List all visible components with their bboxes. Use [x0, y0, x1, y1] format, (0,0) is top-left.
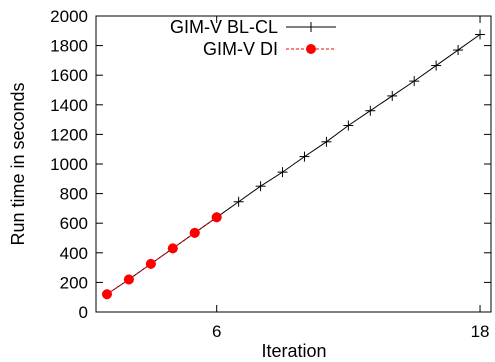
data-point-plus — [431, 60, 442, 71]
data-point-plus — [365, 105, 376, 116]
data-point-circle — [211, 212, 222, 223]
series-layer — [101, 29, 486, 300]
y-axis-label: Run time in seconds — [8, 82, 28, 245]
legend-label: GIM-V BL-CL — [170, 17, 278, 37]
data-point-plus — [306, 22, 316, 32]
x-axis-label: Iteration — [261, 341, 326, 361]
data-point-plus — [387, 90, 398, 101]
data-point-circle — [306, 44, 316, 54]
data-point-circle — [101, 289, 112, 300]
x-tick-label: 6 — [212, 322, 221, 341]
y-tick-label: 1000 — [50, 155, 88, 174]
data-point-plus — [255, 181, 266, 192]
data-point-plus — [409, 76, 420, 87]
data-point-circle — [167, 243, 178, 254]
y-tick-label: 0 — [79, 303, 88, 322]
data-point-circle — [145, 258, 156, 269]
y-tick-label: 2000 — [50, 7, 88, 26]
y-tick-label: 600 — [60, 214, 88, 233]
data-point-circle — [123, 274, 134, 285]
data-point-circle — [189, 227, 200, 238]
series-line — [106, 34, 481, 295]
y-tick-label: 1400 — [50, 96, 88, 115]
data-point-plus — [233, 196, 244, 207]
x-axis-ticks: 6 18 — [212, 16, 490, 341]
y-tick-label: 400 — [60, 244, 88, 263]
x-tick-label: 18 — [471, 322, 490, 341]
data-point-plus — [299, 151, 310, 162]
y-tick-label: 800 — [60, 185, 88, 204]
y-tick-label: 1600 — [50, 66, 88, 85]
data-point-plus — [453, 45, 464, 56]
series-bl-cl — [101, 29, 486, 300]
y-tick-label: 1800 — [50, 37, 88, 56]
y-axis-ticks: 0 200 400 600 800 1000 1200 1400 1600 1800 2000 — [50, 7, 491, 322]
data-point-plus — [321, 136, 332, 147]
y-tick-label: 1200 — [50, 125, 88, 144]
series-di — [101, 212, 222, 300]
data-point-plus — [277, 167, 288, 178]
data-point-plus — [343, 120, 354, 131]
y-tick-label: 200 — [60, 273, 88, 292]
legend-label: GIM-V DI — [203, 39, 278, 59]
data-point-plus — [475, 29, 486, 40]
